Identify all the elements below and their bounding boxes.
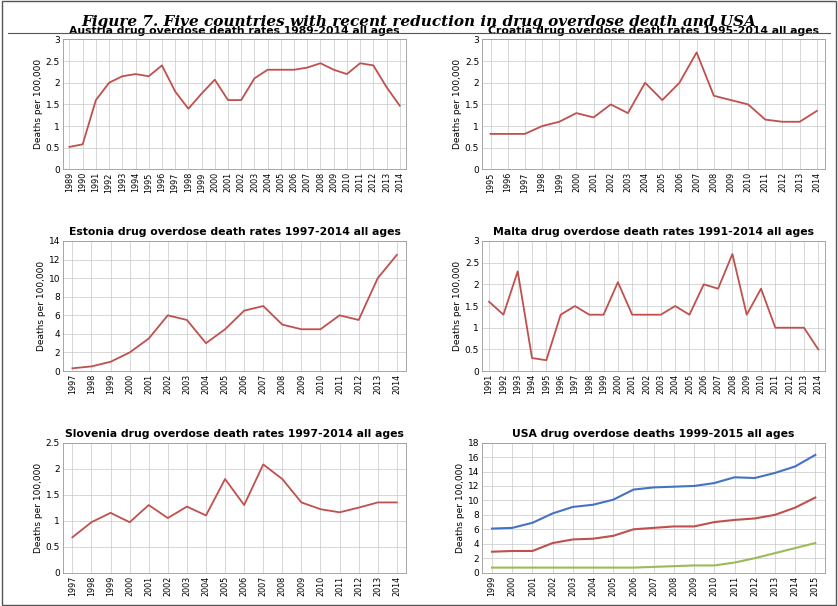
All opioids (T40.0-.4,.6) xyxy=(770,511,780,519)
Heroin (T40.0-.1) xyxy=(487,564,497,571)
All opioids (T40.0-.4,.6) xyxy=(669,523,679,530)
Line: Heroin (T40.0-.1): Heroin (T40.0-.1) xyxy=(492,543,815,568)
Heroin (T40.0-.1) xyxy=(770,550,780,557)
Y-axis label: Deaths per 100,000: Deaths per 100,000 xyxy=(34,59,43,150)
Title: Malta drug overdose death rates 1991-2014 all ages: Malta drug overdose death rates 1991-201… xyxy=(494,227,815,238)
All drugs xyxy=(669,483,679,490)
All opioids (T40.0-.4,.6) xyxy=(649,524,659,531)
Title: Croatia drug overdose death rates 1995-2014 all ages: Croatia drug overdose death rates 1995-2… xyxy=(489,26,820,36)
All drugs xyxy=(729,474,739,481)
All opioids (T40.0-.4,.6) xyxy=(689,523,699,530)
All opioids (T40.0-.4,.6) xyxy=(547,539,557,547)
All drugs xyxy=(649,484,659,491)
Heroin (T40.0-.1) xyxy=(649,563,659,570)
All opioids (T40.0-.4,.6) xyxy=(507,547,517,554)
Heroin (T40.0-.1) xyxy=(689,562,699,569)
Y-axis label: Deaths per 100,000: Deaths per 100,000 xyxy=(456,462,465,553)
Heroin (T40.0-.1) xyxy=(709,562,719,569)
Title: USA drug overdose deaths 1999-2015 all ages: USA drug overdose deaths 1999-2015 all a… xyxy=(513,429,795,439)
Heroin (T40.0-.1) xyxy=(628,564,639,571)
Y-axis label: Deaths per 100,000: Deaths per 100,000 xyxy=(37,261,46,351)
All drugs xyxy=(810,451,820,459)
All drugs xyxy=(770,469,780,476)
All opioids (T40.0-.4,.6) xyxy=(628,525,639,533)
Heroin (T40.0-.1) xyxy=(669,562,679,570)
Y-axis label: Deaths per 100,000: Deaths per 100,000 xyxy=(453,59,462,150)
Heroin (T40.0-.1) xyxy=(588,564,598,571)
Y-axis label: Deaths per 100,000: Deaths per 100,000 xyxy=(34,462,43,553)
Heroin (T40.0-.1) xyxy=(507,564,517,571)
All drugs xyxy=(588,501,598,508)
All opioids (T40.0-.4,.6) xyxy=(750,515,760,522)
All opioids (T40.0-.4,.6) xyxy=(588,535,598,542)
Heroin (T40.0-.1) xyxy=(547,564,557,571)
All drugs xyxy=(750,474,760,482)
Heroin (T40.0-.1) xyxy=(729,559,739,566)
All drugs xyxy=(709,479,719,487)
All opioids (T40.0-.4,.6) xyxy=(729,516,739,524)
All drugs xyxy=(507,524,517,531)
Heroin (T40.0-.1) xyxy=(810,539,820,547)
All drugs xyxy=(568,503,578,510)
All opioids (T40.0-.4,.6) xyxy=(709,519,719,526)
All drugs xyxy=(608,496,618,504)
Text: Figure 7. Five countries with recent reduction in drug overdose death and USA: Figure 7. Five countries with recent red… xyxy=(81,15,757,29)
All drugs xyxy=(527,519,537,527)
Heroin (T40.0-.1) xyxy=(527,564,537,571)
All opioids (T40.0-.4,.6) xyxy=(790,504,800,511)
Line: All opioids (T40.0-.4,.6): All opioids (T40.0-.4,.6) xyxy=(492,498,815,551)
Heroin (T40.0-.1) xyxy=(568,564,578,571)
Y-axis label: Deaths per 100,000: Deaths per 100,000 xyxy=(453,261,462,351)
All drugs xyxy=(628,486,639,493)
All drugs xyxy=(547,510,557,517)
Title: Austria drug overdose death rates 1989-2014 all ages: Austria drug overdose death rates 1989-2… xyxy=(70,26,400,36)
All drugs xyxy=(790,463,800,470)
All opioids (T40.0-.4,.6) xyxy=(487,548,497,555)
Heroin (T40.0-.1) xyxy=(608,564,618,571)
All drugs xyxy=(689,482,699,490)
Title: Estonia drug overdose death rates 1997-2014 all ages: Estonia drug overdose death rates 1997-2… xyxy=(69,227,401,238)
All opioids (T40.0-.4,.6) xyxy=(608,532,618,539)
Title: Slovenia drug overdose death rates 1997-2014 all ages: Slovenia drug overdose death rates 1997-… xyxy=(65,429,404,439)
All opioids (T40.0-.4,.6) xyxy=(810,494,820,501)
All drugs xyxy=(487,525,497,532)
All opioids (T40.0-.4,.6) xyxy=(568,536,578,543)
Heroin (T40.0-.1) xyxy=(750,554,760,562)
Line: All drugs: All drugs xyxy=(492,455,815,528)
All opioids (T40.0-.4,.6) xyxy=(527,547,537,554)
Heroin (T40.0-.1) xyxy=(790,544,800,551)
